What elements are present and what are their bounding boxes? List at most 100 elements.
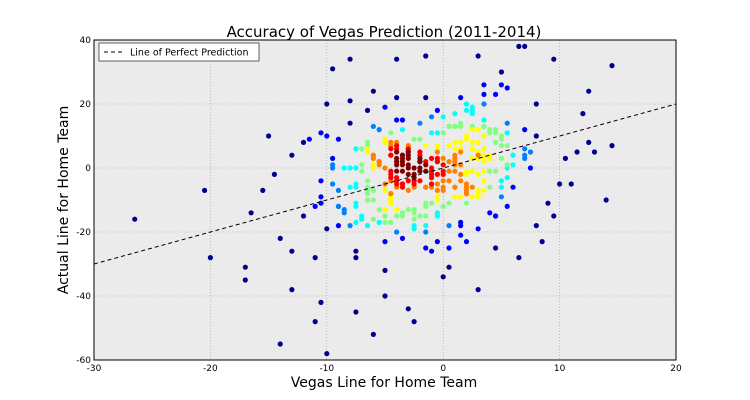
data-point [498, 194, 504, 200]
data-point [440, 178, 446, 184]
data-point [463, 171, 470, 177]
data-point [399, 210, 406, 216]
data-point [428, 181, 435, 187]
data-point [574, 149, 580, 155]
data-point [289, 287, 295, 293]
data-point [586, 139, 592, 145]
data-point [335, 203, 342, 209]
data-point [364, 107, 371, 113]
data-point [405, 306, 411, 312]
data-point [399, 117, 406, 123]
data-point [446, 123, 452, 129]
data-point [539, 239, 545, 245]
data-point [446, 264, 452, 270]
data-point [481, 123, 487, 129]
data-point [423, 223, 429, 229]
data-point [347, 165, 353, 171]
data-point [417, 136, 423, 142]
data-point [353, 248, 359, 254]
data-point [312, 319, 318, 325]
data-point [452, 194, 458, 200]
data-point [522, 43, 528, 50]
data-point [394, 175, 400, 181]
data-point [353, 219, 359, 225]
data-point [405, 171, 411, 177]
data-point [469, 184, 475, 190]
data-point [417, 213, 423, 219]
x-axis-label: Vegas Line for Home Team [291, 375, 477, 391]
data-point [347, 98, 353, 104]
data-point [492, 245, 499, 251]
data-point [428, 165, 435, 171]
data-point [277, 341, 283, 347]
data-point [452, 146, 458, 152]
data-point [300, 139, 307, 145]
data-point [266, 133, 272, 139]
data-point [440, 203, 446, 209]
data-point [417, 165, 423, 171]
data-point [376, 159, 382, 165]
data-point [330, 181, 336, 187]
data-point [399, 235, 406, 241]
data-point [411, 207, 417, 213]
data-point [423, 213, 429, 219]
data-point [394, 95, 400, 101]
data-point [498, 143, 504, 149]
data-point [434, 171, 440, 177]
data-point [516, 43, 522, 50]
data-point [475, 171, 481, 177]
data-point [341, 207, 347, 213]
data-point [475, 139, 481, 145]
data-point [492, 213, 499, 219]
data-point [469, 111, 475, 117]
data-point [551, 56, 557, 62]
data-point [469, 168, 475, 174]
data-point [481, 178, 487, 184]
data-point [446, 200, 452, 206]
y-tick-label: 40 [80, 36, 92, 46]
data-point [527, 165, 534, 171]
data-point [382, 293, 388, 299]
data-point [446, 168, 452, 174]
data-point [487, 130, 493, 136]
data-point [603, 197, 609, 203]
data-point [376, 207, 382, 213]
data-point [394, 56, 400, 62]
data-point [434, 210, 440, 216]
data-point [609, 63, 615, 69]
data-point [452, 111, 458, 117]
data-point [440, 114, 446, 120]
data-point [364, 178, 371, 184]
data-point [382, 207, 388, 213]
data-point [376, 127, 382, 133]
data-point [458, 95, 464, 101]
data-point [318, 200, 324, 206]
data-point [458, 171, 464, 177]
legend-entry: Line of Perfect Prediction [130, 48, 249, 59]
data-point [335, 187, 342, 193]
data-point [498, 69, 504, 75]
data-point [382, 104, 388, 110]
data-point [492, 168, 499, 174]
data-point [434, 194, 440, 200]
data-point [475, 127, 481, 133]
data-point [353, 165, 359, 171]
data-point [324, 101, 330, 107]
data-point [446, 223, 452, 229]
data-point [434, 187, 440, 193]
data-point [289, 248, 295, 254]
data-point [452, 139, 458, 145]
data-point [452, 123, 458, 129]
data-point [388, 130, 394, 136]
data-point [388, 146, 394, 152]
data-point [411, 136, 417, 142]
plot-area [94, 40, 676, 360]
data-point [359, 162, 365, 168]
data-point [394, 207, 400, 213]
data-point [434, 181, 440, 187]
data-point [347, 223, 353, 229]
data-point [335, 136, 342, 142]
data-point [423, 200, 429, 206]
data-point [370, 155, 376, 161]
